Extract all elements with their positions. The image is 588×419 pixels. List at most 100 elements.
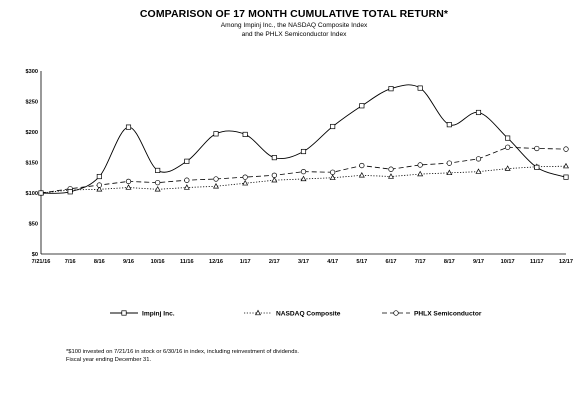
data-point xyxy=(125,178,132,185)
series-1 xyxy=(38,162,569,196)
y-tick-label: $250 xyxy=(26,100,38,106)
data-point xyxy=(388,173,394,179)
data-point xyxy=(417,85,423,91)
x-tick-label: 8/17 xyxy=(444,259,455,265)
data-point xyxy=(38,190,44,196)
data-point xyxy=(125,184,132,190)
data-point xyxy=(300,148,307,155)
data-point xyxy=(242,179,249,186)
data-point xyxy=(184,158,190,164)
legend-marker xyxy=(393,310,399,316)
y-tick-label: $200 xyxy=(26,130,38,136)
data-point xyxy=(96,182,102,188)
data-point xyxy=(534,164,540,170)
data-point xyxy=(96,173,102,180)
legend-label: Impinj Inc. xyxy=(142,310,175,317)
data-point xyxy=(183,184,190,190)
x-tick-label: 5/17 xyxy=(356,259,367,265)
x-tick-labels: 7/21/16 7/16 8/16 9/16 10/16 11/16 12/16 1/17 2/… xyxy=(32,259,573,265)
legend-label: NASDAQ Composite xyxy=(276,310,341,317)
data-point xyxy=(446,122,452,128)
x-tick-label: 7/17 xyxy=(415,259,426,265)
data-point xyxy=(213,131,219,137)
x-tick-label: 8/16 xyxy=(94,259,105,265)
data-point xyxy=(505,135,511,141)
legend-item: PHLX Semiconductor xyxy=(382,310,482,317)
x-tick-label: 6/17 xyxy=(386,259,397,265)
data-point xyxy=(330,169,336,175)
x-tick-label: 2/17 xyxy=(269,259,280,265)
x-tick-label: 9/16 xyxy=(123,259,134,265)
legend-marker xyxy=(255,309,261,316)
data-point xyxy=(329,174,336,180)
data-point xyxy=(505,144,511,150)
data-point xyxy=(271,172,277,178)
y-tick-label: $300 xyxy=(26,69,38,75)
x-tick-label: 10/17 xyxy=(501,259,515,265)
data-point xyxy=(96,186,103,192)
data-point xyxy=(300,175,307,182)
footnote-line2: Fiscal year ending December 31. xyxy=(66,357,152,363)
data-point xyxy=(271,176,278,183)
data-point xyxy=(213,176,219,182)
data-point xyxy=(388,86,394,92)
x-tick-label: 10/16 xyxy=(151,259,165,265)
data-point xyxy=(534,145,540,152)
series-0 xyxy=(38,84,569,196)
x-tick-label: 12/16 xyxy=(209,259,223,265)
x-tick-label: 12/17 xyxy=(559,259,573,265)
y-tick-label: $100 xyxy=(26,191,38,197)
data-point xyxy=(184,177,190,183)
y-tick-labels: $0 $50 $100 $150 $200 $250 $300 xyxy=(26,69,38,258)
y-tick-label: $50 xyxy=(29,222,38,228)
data-point xyxy=(475,156,482,162)
y-tick-label: $0 xyxy=(32,252,38,258)
data-point xyxy=(154,186,161,192)
data-point xyxy=(446,160,452,166)
data-point xyxy=(155,167,161,173)
legend-item: Impinj Inc. xyxy=(110,310,175,317)
legend-label: PHLX Semiconductor xyxy=(414,310,482,317)
series-layer xyxy=(38,84,569,196)
data-point xyxy=(213,182,219,189)
data-point xyxy=(300,168,307,175)
x-tick-label: 11/16 xyxy=(180,259,194,265)
x-tick-label: 3/17 xyxy=(298,259,309,265)
data-point xyxy=(417,162,423,168)
data-point xyxy=(417,170,424,177)
x-tick-label: 11/17 xyxy=(530,259,544,265)
y-tick-label: $150 xyxy=(26,161,38,167)
data-point xyxy=(563,162,569,169)
data-point xyxy=(359,162,365,169)
data-point xyxy=(388,166,394,172)
data-point xyxy=(242,131,248,137)
data-point xyxy=(563,146,569,152)
data-point xyxy=(242,174,248,180)
chart-subtitle-line1: Among Impinj Inc., the NASDAQ Composite … xyxy=(220,22,368,29)
data-point xyxy=(330,123,336,130)
data-point xyxy=(67,189,73,195)
chart-title: COMPARISON OF 17 MONTH CUMULATIVE TOTAL … xyxy=(139,8,449,20)
data-point xyxy=(155,179,161,186)
x-tick-label: 9/17 xyxy=(473,259,484,265)
data-point xyxy=(358,171,365,178)
legend-item: NASDAQ Composite xyxy=(244,309,341,317)
series-2 xyxy=(38,144,569,196)
data-point xyxy=(359,103,365,109)
data-point xyxy=(271,155,277,161)
x-tick-label: 4/17 xyxy=(327,259,338,265)
data-point xyxy=(475,168,482,174)
data-point xyxy=(446,169,453,176)
legend: Impinj Inc. NASDAQ Composite PHLX Semicond… xyxy=(110,309,482,317)
data-point xyxy=(125,124,132,130)
x-tick-label: 1/17 xyxy=(240,259,251,265)
data-point xyxy=(563,174,569,180)
legend-marker xyxy=(121,310,127,316)
x-tick-label: 7/16 xyxy=(65,259,76,265)
footnote-line1: *$100 invested on 7/21/16 in stock or 6/… xyxy=(66,349,299,355)
x-tick-label: 7/21/16 xyxy=(32,259,51,265)
data-point xyxy=(504,165,511,171)
chart-subtitle-line2: and the PHLX Semiconductor Index xyxy=(241,31,347,38)
data-point xyxy=(475,109,482,116)
